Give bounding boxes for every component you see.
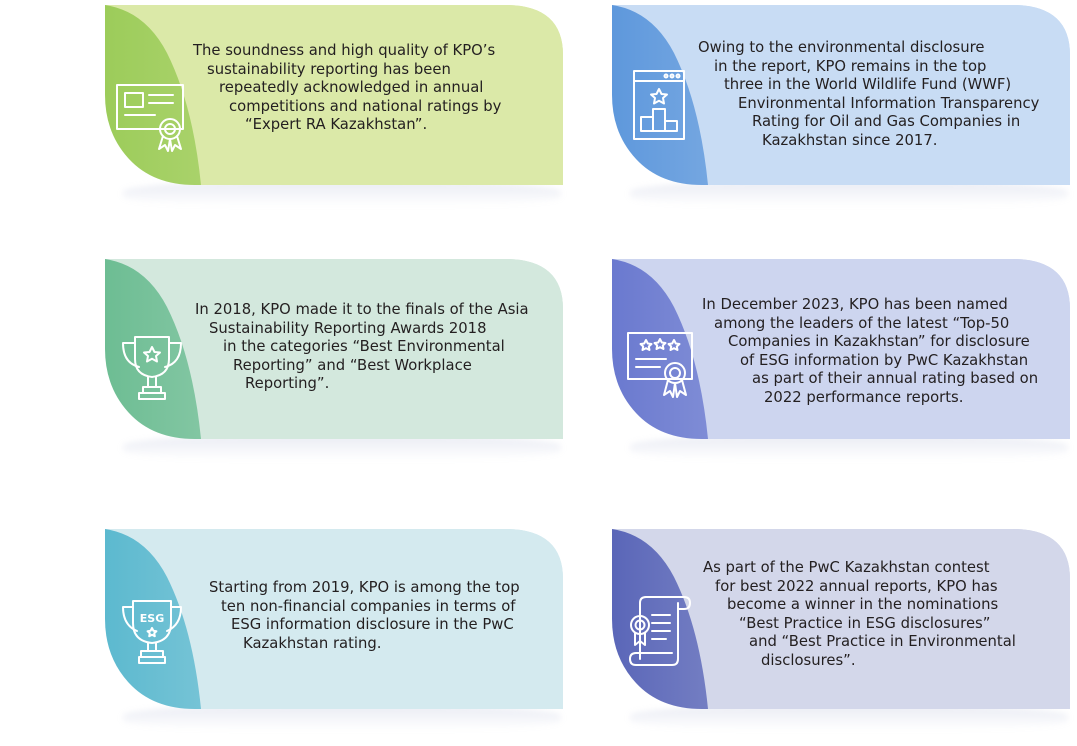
card-text: In December 2023, KPO has been named amo… — [702, 296, 1038, 407]
card-shadow — [123, 435, 561, 461]
text-line: Owing to the environmental disclosure — [698, 39, 985, 56]
text-line: ten non-financial companies in terms of — [221, 597, 516, 615]
text-line: in the report, KPO remains in the top — [714, 57, 987, 75]
ranking-podium-icon — [620, 67, 698, 145]
card-text: As part of the PwC Kazakhstan contest fo… — [703, 559, 1016, 670]
diploma-scroll-icon — [620, 593, 698, 671]
text-line: Sustainability Reporting Awards 2018 — [209, 319, 487, 337]
text-line: Companies in Kazakhstan” for disclosure — [728, 333, 1030, 350]
text-line: become a winner in the nominations — [727, 596, 999, 613]
text-line: three in the World Wildlife Fund (WWF) — [724, 76, 1012, 93]
card-shadow — [630, 181, 1068, 207]
text-line: “Best Practice in ESG disclosures” — [739, 614, 991, 632]
text-line: for best 2022 annual reports, KPO has — [715, 577, 998, 595]
text-line: “Expert RA Kazakhstan”. — [245, 116, 428, 133]
text-line: ESG information disclosure in the PwC — [231, 616, 514, 633]
text-line: As part of the PwC Kazakhstan contest — [703, 559, 990, 576]
card-shadow — [123, 705, 561, 731]
text-line: 2022 performance reports. — [764, 388, 964, 406]
card-text: Owing to the environmental disclosure in… — [698, 39, 1039, 150]
card-text: Starting from 2019, KPO is among the top… — [209, 579, 520, 653]
card-asia-awards: In 2018, KPO made it to the finals of th… — [105, 259, 563, 461]
card-background — [105, 529, 563, 709]
text-line: disclosures”. — [761, 651, 856, 669]
certificate-icon — [113, 77, 191, 155]
card-expert-ra: The soundness and high quality of KPO’s … — [105, 5, 563, 207]
text-line: Starting from 2019, KPO is among the top — [209, 579, 520, 596]
text-line: and “Best Practice in Environmental — [749, 633, 1016, 650]
text-line: as part of their annual rating based on — [752, 370, 1039, 387]
card-pwc-contest: As part of the PwC Kazakhstan contest fo… — [612, 529, 1070, 731]
card-shadow — [630, 705, 1068, 731]
text-line: Environmental Information Transparency — [738, 94, 1040, 112]
card-shadow — [123, 181, 561, 207]
card-esg-top10: ESG Starting from 2019, KPO is among the… — [105, 529, 563, 731]
text-line: competitions and national ratings by — [229, 97, 502, 115]
esg-icon-label: ESG — [140, 612, 164, 625]
text-line: sustainability reporting has been — [207, 60, 451, 78]
text-line: Reporting” and “Best Workplace — [233, 356, 472, 374]
text-line: Rating for Oil and Gas Companies in — [752, 113, 1021, 130]
text-line: Kazakhstan rating. — [243, 634, 382, 652]
trophy-icon — [113, 329, 191, 407]
text-line: In 2018, KPO made it to the finals of th… — [195, 301, 529, 318]
card-background — [105, 5, 563, 185]
text-line: of ESG information by PwC Kazakhstan — [740, 351, 1029, 369]
card-background — [612, 529, 1070, 709]
card-shadow — [630, 435, 1068, 461]
text-line: In December 2023, KPO has been named — [702, 296, 1008, 313]
card-background — [612, 5, 1070, 185]
text-line: repeatedly acknowledged in annual — [219, 79, 484, 96]
text-line: among the leaders of the latest “Top-50 — [714, 314, 1010, 332]
esg-trophy-icon: ESG — [113, 595, 191, 673]
card-wwf: Owing to the environmental disclosure in… — [612, 5, 1070, 207]
card-background — [612, 259, 1070, 439]
rated-certificate-icon — [620, 327, 698, 405]
card-text: The soundness and high quality of KPO’s … — [193, 42, 501, 135]
text-line: in the categories “Best Environmental — [223, 338, 505, 355]
card-background — [105, 259, 563, 439]
card-top50: In December 2023, KPO has been named amo… — [612, 259, 1070, 461]
text-line: Reporting”. — [245, 375, 330, 392]
text-line: The soundness and high quality of KPO’s — [193, 42, 496, 59]
text-line: Kazakhstan since 2017. — [762, 131, 938, 149]
card-text: In 2018, KPO made it to the finals of th… — [195, 301, 529, 394]
